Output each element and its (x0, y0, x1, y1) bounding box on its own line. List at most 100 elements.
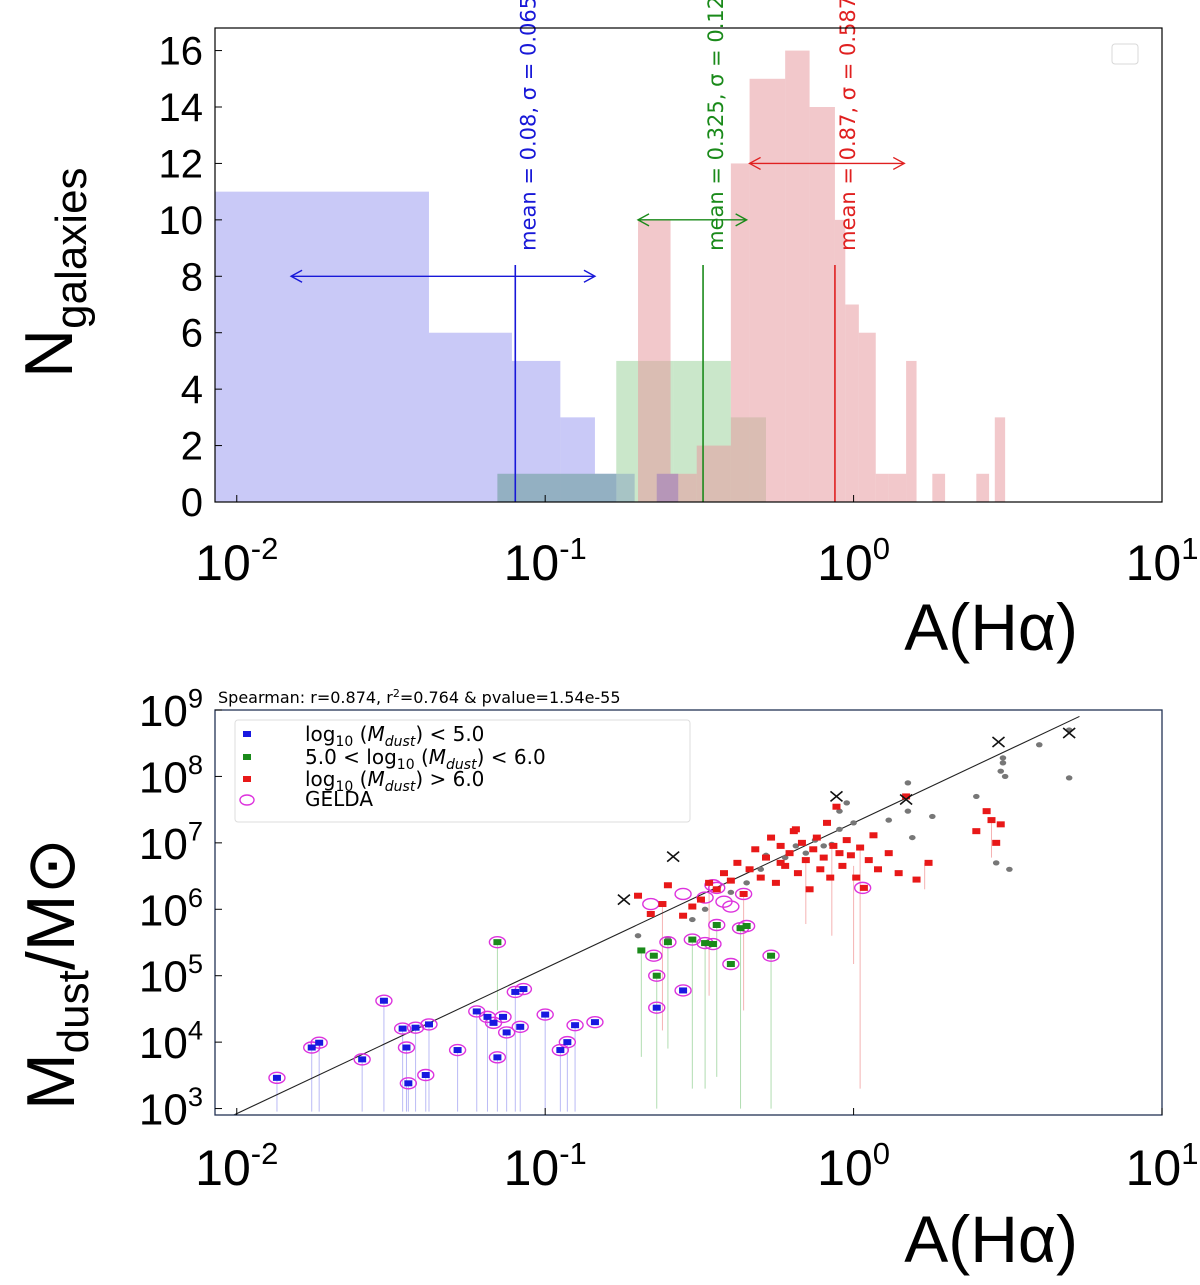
red-point (819, 854, 828, 861)
gelda-ring (393, 1022, 412, 1035)
gelda-ring (659, 935, 677, 949)
red-point (745, 866, 754, 873)
red-point (982, 808, 991, 815)
grey-point (973, 793, 980, 800)
x-tick-label: 101 (1126, 531, 1199, 591)
legend-box (234, 719, 691, 823)
grey-point (997, 768, 1005, 774)
blue-point (424, 1021, 433, 1028)
gelda-ring (708, 881, 726, 895)
empty-legend-box (1111, 43, 1139, 65)
green-point (767, 952, 776, 959)
gelda-ring (566, 1018, 584, 1032)
grey-point (904, 808, 912, 814)
grey-point (792, 843, 800, 849)
blue-point (411, 1024, 420, 1031)
green-point (712, 921, 721, 928)
legend-marker (243, 754, 251, 760)
plot-frame (214, 27, 1163, 503)
legend-marker (239, 794, 255, 806)
gelda-ring (762, 949, 780, 962)
grey-point (802, 850, 810, 856)
blue-point (516, 1023, 525, 1030)
green-point (652, 972, 661, 979)
red-point (856, 844, 865, 851)
y-tick-label: 16 (159, 30, 204, 74)
histogram-bar (560, 417, 595, 502)
red-point (912, 876, 921, 883)
gelda-ring (488, 1051, 507, 1064)
red-point (646, 910, 655, 917)
gelda-ring (417, 1068, 435, 1082)
red-point (756, 874, 765, 881)
blue-point (502, 1029, 511, 1036)
correlation-title: Spearman: r=0.874, r2=0.764 & pvalue=1.5… (218, 687, 621, 707)
green-point (637, 947, 646, 954)
x-marker (666, 851, 680, 863)
red-point (874, 866, 883, 873)
grey-point (992, 860, 1000, 866)
red-point (791, 826, 800, 833)
arrow-head (583, 269, 597, 283)
gelda-ring (674, 984, 692, 997)
x-marker (991, 736, 1006, 748)
blue-point (315, 1039, 324, 1046)
red-point (762, 854, 771, 861)
y-tick-label: 106 (139, 882, 203, 935)
gelda-ring (853, 881, 872, 895)
scatter-panel: log10 (Mdust) < 5.05.0 < log10 (Mdust) <… (13, 683, 1198, 1276)
grey-point (908, 834, 916, 841)
gelda-ring (648, 1001, 666, 1014)
gelda-ring (683, 933, 702, 946)
blue-point (519, 986, 528, 993)
blue-point (499, 1013, 508, 1020)
gelda-ring (494, 1010, 512, 1024)
red-point (838, 862, 847, 869)
red-point (805, 886, 814, 893)
blue-point (489, 1019, 498, 1026)
x-tick-label: 10-1 (504, 1136, 587, 1196)
grey-point (701, 906, 709, 912)
y-tick-label: 109 (139, 683, 203, 736)
x-tick-label: 10-2 (195, 531, 278, 591)
red-point (767, 834, 776, 841)
gelda-ring (375, 994, 393, 1007)
gelda-ring (674, 887, 692, 901)
red-point (751, 846, 760, 853)
histogram-bar (730, 163, 750, 502)
blue-point (379, 997, 388, 1004)
legend-label: 5.0 < log10 (Mdust) < 6.0 (305, 745, 546, 773)
gelda-ring (708, 918, 726, 932)
grey-point (885, 817, 893, 823)
red-point (785, 850, 794, 857)
gelda-ring (648, 969, 666, 982)
grey-point (781, 854, 789, 861)
legend-marker (243, 731, 251, 737)
red-point (797, 839, 806, 846)
red-point (924, 859, 933, 866)
grey-point (743, 880, 750, 886)
legend-label: log10 (Mdust) > 6.0 (305, 767, 484, 795)
blue-point (541, 1011, 550, 1018)
x-tick-label: 10-2 (195, 1136, 278, 1196)
red-point (712, 886, 721, 893)
blue-point (453, 1047, 462, 1054)
red-point (776, 859, 785, 866)
green-point (736, 925, 745, 932)
gelda-ring (397, 1041, 416, 1054)
y-tick-label: 104 (139, 1015, 203, 1068)
y-tick-label: 6 (181, 312, 203, 356)
red-point (829, 842, 838, 849)
red-point (864, 857, 873, 864)
blue-point (272, 1074, 281, 1081)
histogram-bar (888, 473, 907, 502)
y-tick-label: 105 (139, 948, 203, 1001)
red-point (776, 842, 785, 849)
gelda-ring (399, 1077, 418, 1090)
red-point (726, 877, 735, 884)
histogram-bar (994, 417, 1006, 502)
arrow-head (748, 156, 761, 171)
green-point (649, 952, 658, 959)
histogram-bar (875, 473, 889, 502)
